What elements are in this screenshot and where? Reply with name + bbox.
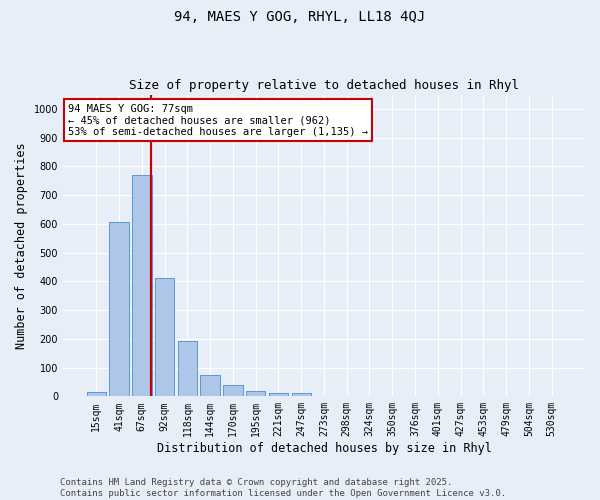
Bar [292,393,311,396]
Bar [200,375,220,396]
Bar [292,393,311,396]
Bar [178,341,197,396]
Y-axis label: Number of detached properties: Number of detached properties [15,142,28,349]
Bar [155,278,174,396]
Bar [155,278,174,396]
X-axis label: Distribution of detached houses by size in Rhyl: Distribution of detached houses by size … [157,442,491,455]
Text: Contains HM Land Registry data © Crown copyright and database right 2025.
Contai: Contains HM Land Registry data © Crown c… [60,478,506,498]
Bar [246,391,265,396]
Bar [109,222,129,396]
Bar [223,386,242,396]
Title: Size of property relative to detached houses in Rhyl: Size of property relative to detached ho… [129,79,519,92]
Text: 94, MAES Y GOG, RHYL, LL18 4QJ: 94, MAES Y GOG, RHYL, LL18 4QJ [175,10,425,24]
Bar [178,341,197,396]
Bar [223,386,242,396]
Bar [269,394,288,396]
Bar [86,392,106,396]
Text: 94 MAES Y GOG: 77sqm
← 45% of detached houses are smaller (962)
53% of semi-deta: 94 MAES Y GOG: 77sqm ← 45% of detached h… [68,104,368,137]
Bar [109,222,129,396]
Bar [200,375,220,396]
Bar [246,391,265,396]
Bar [86,392,106,396]
Bar [269,394,288,396]
Bar [132,175,152,396]
Bar [132,175,152,396]
